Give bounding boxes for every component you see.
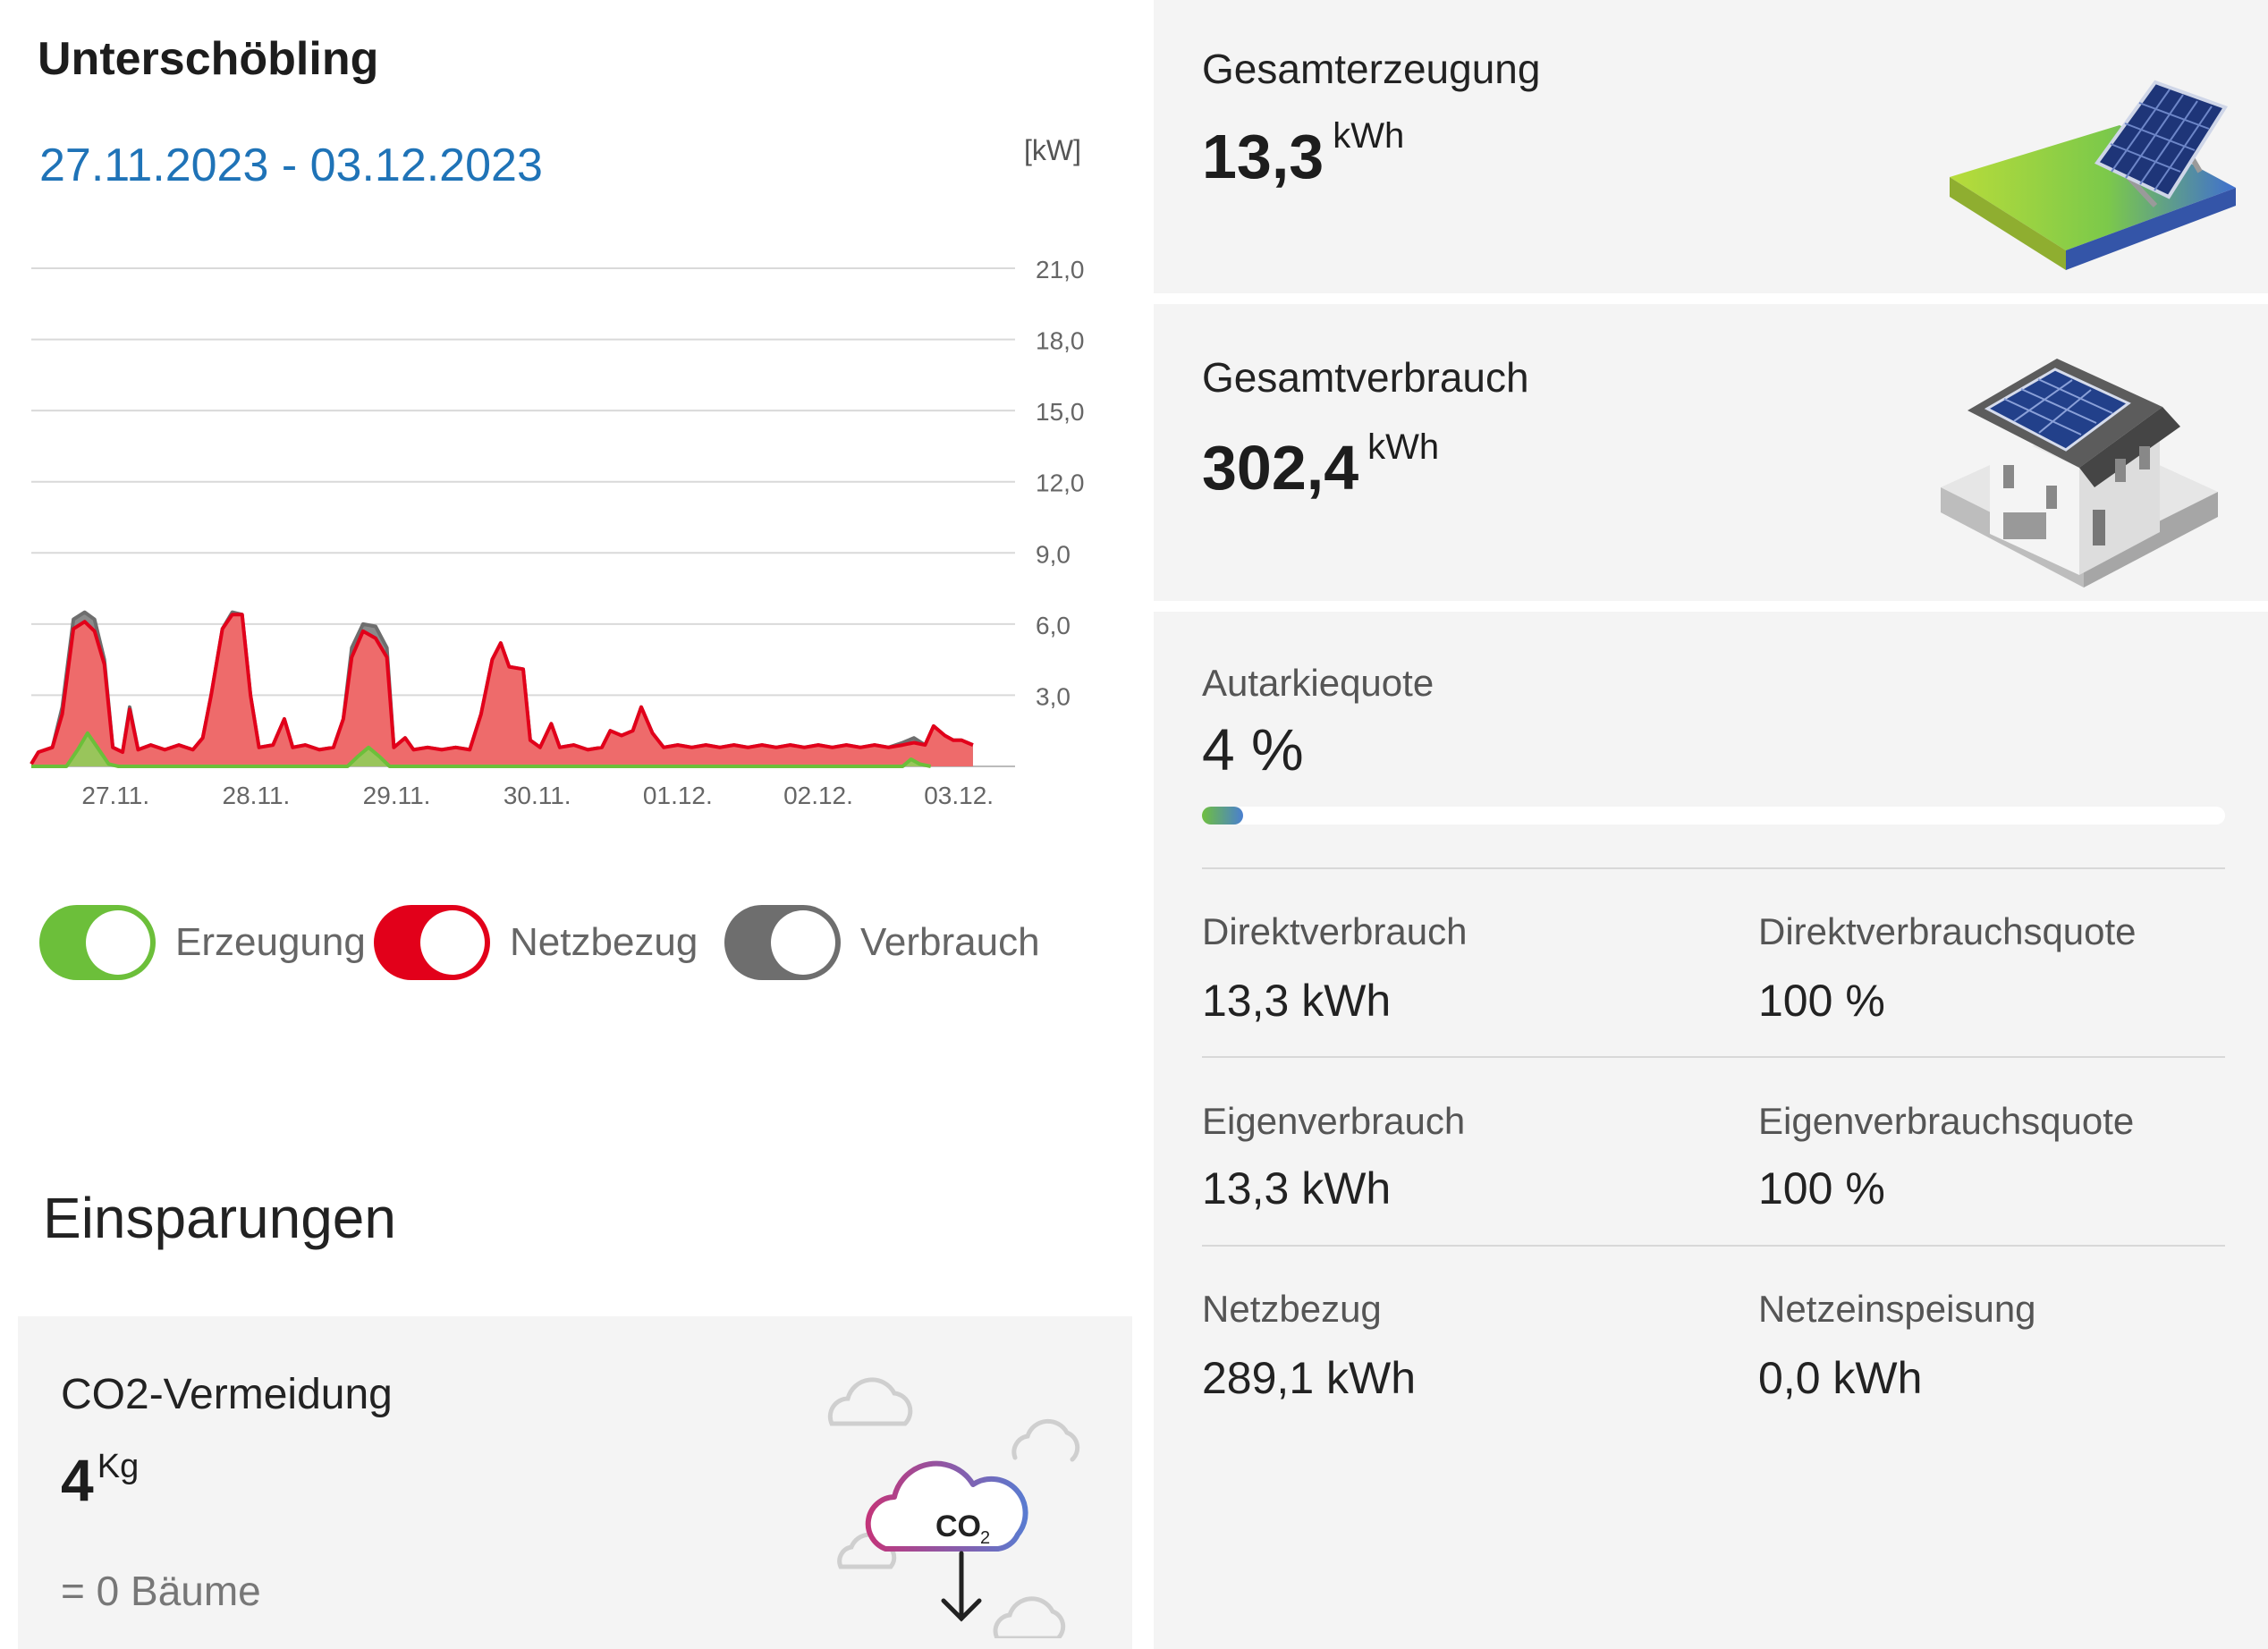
- x-tick-label: 01.12.: [643, 782, 713, 809]
- card-divider: [1154, 293, 2268, 304]
- power-chart: 3,0 6,0 9,0 12,0 15,0 18,0 21,0 27.11. 28.11. 29.…: [30, 256, 1085, 809]
- solar-panel-icon: [1950, 80, 2236, 270]
- date-range-selector[interactable]: 27.11.2023 - 03.12.2023: [39, 140, 543, 191]
- co2-cloud-icon: CO 2: [827, 1377, 1080, 1638]
- stat-label-direktverbrauchsquote: Direktverbrauchsquote: [1758, 910, 2137, 952]
- y-tick-label: 3,0: [1036, 682, 1071, 710]
- stat-value-direktverbrauchsquote: 100 %: [1758, 976, 1885, 1026]
- x-tick-label: 02.12.: [783, 782, 853, 809]
- generation-value: 13,3 kWh: [1202, 116, 1404, 192]
- autarky-title: Autarkiequote: [1202, 662, 1434, 704]
- y-tick-label: 6,0: [1036, 612, 1071, 639]
- y-tick-label: 15,0: [1036, 398, 1085, 426]
- house-solar-icon: [1941, 359, 2218, 588]
- stat-label-eigenverbrauch: Eigenverbrauch: [1202, 1100, 1466, 1142]
- co2-unit: Kg: [97, 1448, 140, 1485]
- consumption-unit: kWh: [1367, 427, 1440, 467]
- y-tick-label: 12,0: [1036, 469, 1085, 497]
- divider: [1202, 867, 2225, 869]
- divider: [1202, 1056, 2225, 1058]
- legend-toggle-verbrauch[interactable]: Verbrauch: [724, 905, 1040, 980]
- stat-label-netzbezug: Netzbezug: [1202, 1288, 1382, 1330]
- co2-trees: = 0 Bäume: [61, 1568, 261, 1614]
- toggle-switch[interactable]: [39, 905, 156, 980]
- series-area-netzbezug: [31, 614, 973, 766]
- toggle-knob: [771, 910, 835, 975]
- consumption-value: 302,4 kWh: [1202, 427, 1439, 503]
- co2-icon-sub: 2: [980, 1528, 990, 1548]
- autarky-progress-bar: [1202, 807, 2225, 824]
- co2-number: 4: [61, 1447, 94, 1513]
- stat-value-eigenverbrauch: 13,3 kWh: [1202, 1163, 1392, 1213]
- autarky-value: 4 %: [1202, 716, 1304, 782]
- card-divider: [1154, 601, 2268, 612]
- legend-label-verbrauch: Verbrauch: [860, 920, 1040, 964]
- savings-title: Einsparungen: [43, 1186, 396, 1250]
- legend-label-erzeugung: Erzeugung: [175, 920, 366, 964]
- y-tick-label: 21,0: [1036, 256, 1085, 283]
- x-tick-label: 29.11.: [363, 782, 431, 809]
- autarky-progress-fill: [1202, 807, 1243, 824]
- stat-value-netzeinspeisung: 0,0 kWh: [1758, 1353, 1923, 1403]
- toggle-knob: [420, 910, 485, 975]
- left-panel: Unterschöbling 27.11.2023 - 03.12.2023 […: [18, 33, 1132, 1649]
- stat-label-eigenverbrauchsquote: Eigenverbrauchsquote: [1758, 1100, 2135, 1142]
- x-tick-label: 28.11.: [223, 782, 291, 809]
- generation-title: Gesamterzeugung: [1202, 46, 1541, 92]
- generation-unit: kWh: [1333, 116, 1405, 156]
- toggle-switch[interactable]: [374, 905, 490, 980]
- legend-label-netzbezug: Netzbezug: [510, 920, 698, 964]
- toggle-knob: [86, 910, 150, 975]
- site-title: Unterschöbling: [38, 33, 379, 85]
- legend-toggle-erzeugung[interactable]: Erzeugung: [39, 905, 366, 980]
- right-panel: Gesamterzeugung 13,3 kWh Gesamtverbrauch: [1154, 0, 2268, 1649]
- stat-value-netzbezug: 289,1 kWh: [1202, 1353, 1417, 1403]
- series-line-erzeugung: [31, 731, 932, 768]
- toggle-switch[interactable]: [724, 905, 841, 980]
- series-line-netzbezug: [30, 613, 974, 765]
- generation-number: 13,3: [1202, 122, 1324, 191]
- consumption-number: 302,4: [1202, 433, 1359, 503]
- stat-value-eigenverbrauchsquote: 100 %: [1758, 1163, 1885, 1213]
- co2-title: CO2-Vermeidung: [61, 1371, 393, 1418]
- co2-icon-text: CO: [935, 1509, 981, 1543]
- legend-toggle-netzbezug[interactable]: Netzbezug: [374, 905, 698, 980]
- divider: [1202, 1245, 2225, 1247]
- y-tick-label: 18,0: [1036, 327, 1085, 355]
- x-tick-label: 27.11.: [81, 782, 149, 809]
- y-tick-label: 9,0: [1036, 540, 1071, 568]
- x-tick-label: 30.11.: [504, 782, 571, 809]
- chart-unit-label: [kW]: [1024, 134, 1081, 166]
- stat-label-direktverbrauch: Direktverbrauch: [1202, 910, 1468, 952]
- co2-card: CO2-Vermeidung 4 Kg = 0 Bäume CO 2: [18, 1316, 1132, 1649]
- co2-value: 4 Kg: [61, 1446, 139, 1514]
- stat-label-netzeinspeisung: Netzeinspeisung: [1758, 1288, 2036, 1330]
- consumption-title: Gesamtverbrauch: [1202, 354, 1529, 401]
- x-tick-label: 03.12.: [924, 782, 994, 809]
- stat-value-direktverbrauch: 13,3 kWh: [1202, 976, 1392, 1026]
